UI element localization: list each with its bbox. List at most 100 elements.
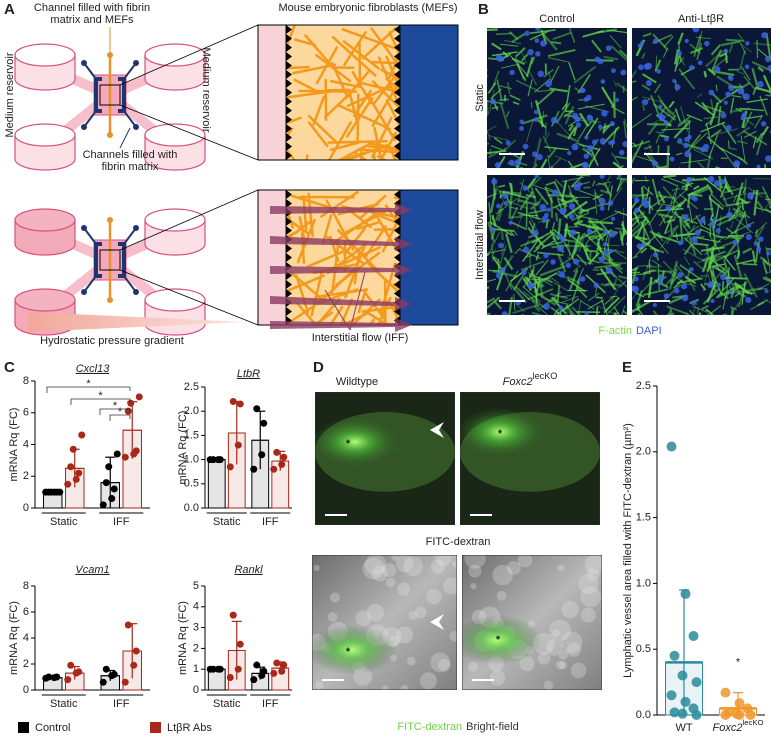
actin-fiber [617,180,625,191]
nucleus [545,80,552,88]
actin-fiber [711,93,723,104]
actin-fiber [537,197,542,206]
tissue-texture [580,586,602,608]
actin-fiber [722,258,731,278]
actin-fiber [522,285,541,303]
nucleus [574,116,581,123]
bar [207,459,226,509]
nucleus [550,259,556,265]
reservoir-top [14,123,76,147]
nucleus [745,41,750,46]
actin-fiber [740,135,746,163]
actin-fiber [576,267,584,284]
y-tick-label: 1.0 [636,577,651,589]
actin-fiber [527,226,546,248]
actin-fiber [764,195,771,209]
nucleus [684,38,689,43]
y-tick-label: 2 [23,470,29,482]
actin-fiber [756,200,764,209]
flow-arrow [270,263,412,277]
actin-fiber [561,200,574,206]
actin-fiber [727,140,730,149]
flow-arrow [270,318,412,332]
port [133,60,139,66]
data-point [53,673,61,681]
y-tick-label: 2.0 [184,405,199,417]
actin-fiber [603,55,619,61]
actin-fiber [675,232,678,241]
actin-fiber [751,68,759,89]
actin-fiber [529,29,556,35]
actin-fiber [632,218,640,228]
actin-fiber [730,220,735,229]
actin-fiber [724,184,731,193]
actin-fiber [715,235,743,240]
nucleus [509,69,515,76]
actin-fiber [519,314,525,315]
actin-fiber [510,221,528,231]
actin-fiber [729,291,755,294]
actin-fiber [497,245,507,272]
actin-fiber [537,278,545,288]
data-point [250,676,258,684]
fiber [359,81,400,94]
actin-fiber [618,165,624,168]
actin-fiber [651,178,661,206]
nucleus [521,269,527,275]
endothelium [286,253,292,262]
actin-fiber [509,282,528,304]
actin-fiber [551,222,555,234]
actin-fiber [708,194,715,217]
actin-fiber [603,182,613,198]
legend-label: LtβR Abs [167,722,212,734]
actin-fiber [696,161,706,168]
y-tick-label: 6 [23,606,29,618]
tissue-texture [400,685,409,690]
actin-fiber [680,187,689,191]
actin-fiber [575,286,588,299]
actin-fiber [560,295,579,304]
endothelium [286,79,292,88]
fiber [345,97,374,138]
actin-fiber [565,304,576,315]
actin-fiber [496,79,503,100]
actin-fiber [606,243,611,263]
x-tick-label: WT [675,722,692,734]
actin-fiber [618,275,627,280]
endothelium [286,307,292,316]
endothelium [394,97,400,106]
actin-fiber [557,197,570,204]
nucleus [558,305,564,311]
actin-fiber [698,228,725,240]
nucleus [634,207,640,213]
actin-fiber [736,126,751,138]
actin-fiber [487,231,501,257]
actin-fiber [531,311,544,315]
actin-fiber [689,193,703,197]
fiber [373,126,383,160]
actin-fiber [682,177,709,182]
data-point [110,485,118,493]
actin-fiber [641,84,651,91]
actin-fiber [693,236,721,243]
nucleus [641,198,648,205]
tissue-texture [517,555,533,568]
actin-fiber [737,280,748,308]
actin-fiber [735,107,743,113]
nucleus [607,200,614,206]
nucleus [495,272,502,279]
actin-fiber [487,286,490,290]
data-point [680,696,691,707]
nucleus [620,69,627,76]
actin-fiber [651,162,656,168]
actin-fiber [555,102,571,124]
actin-fiber [647,276,653,299]
nucleus [593,282,600,289]
actin-fiber [677,119,690,128]
actin-fiber [632,140,651,148]
data-point [229,611,237,619]
fiber [361,27,397,60]
actin-fiber [610,105,625,115]
fiber [370,27,398,64]
data-point [75,469,83,477]
